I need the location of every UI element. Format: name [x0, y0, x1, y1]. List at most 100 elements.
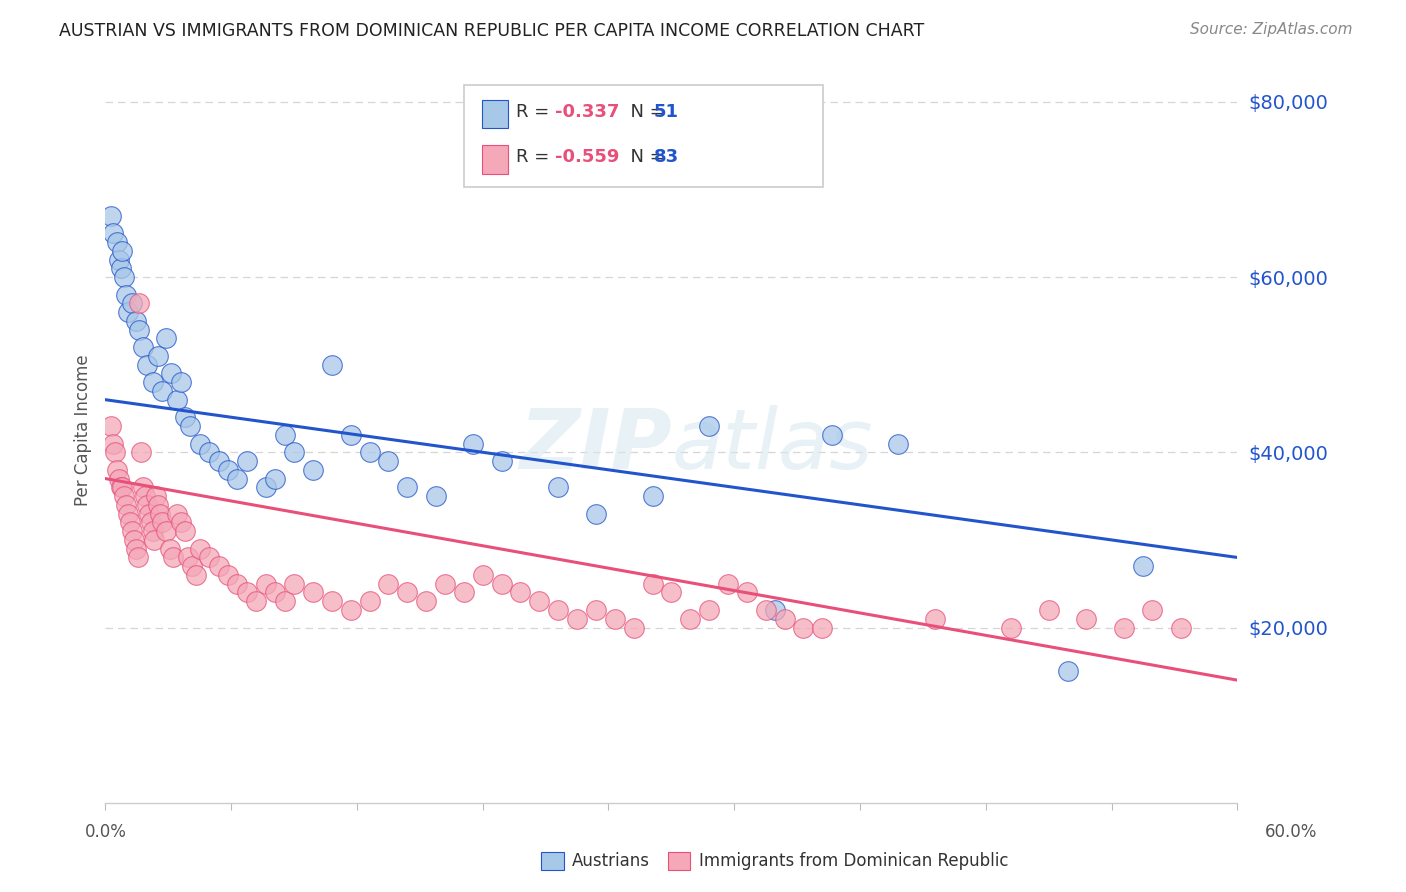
- Point: [697, 603, 720, 617]
- Point: [491, 576, 513, 591]
- Point: [110, 261, 132, 276]
- Point: [603, 612, 626, 626]
- Text: R =: R =: [516, 148, 555, 166]
- Text: N =: N =: [619, 148, 671, 166]
- Point: [105, 235, 128, 249]
- Point: [188, 541, 211, 556]
- Point: [117, 305, 139, 319]
- Point: [104, 445, 127, 459]
- Point: [127, 550, 149, 565]
- Point: [217, 463, 239, 477]
- Point: [124, 541, 146, 556]
- Point: [236, 454, 259, 468]
- Point: [396, 585, 419, 599]
- Point: [717, 576, 740, 591]
- Point: [321, 358, 343, 372]
- Text: -0.559: -0.559: [555, 148, 620, 166]
- Point: [100, 209, 122, 223]
- Point: [1076, 612, 1098, 626]
- Point: [160, 367, 183, 381]
- Point: [162, 550, 184, 565]
- Text: N =: N =: [619, 103, 671, 120]
- Point: [111, 480, 134, 494]
- Point: [226, 576, 249, 591]
- Point: [283, 576, 305, 591]
- Point: [264, 472, 287, 486]
- Point: [208, 454, 231, 468]
- Point: [100, 419, 122, 434]
- Point: [132, 340, 155, 354]
- Point: [101, 436, 124, 450]
- Point: [150, 516, 173, 530]
- Point: [1114, 621, 1136, 635]
- Point: [111, 244, 134, 258]
- Point: [1142, 603, 1164, 617]
- Point: [735, 585, 758, 599]
- Point: [177, 550, 200, 565]
- Point: [1038, 603, 1060, 617]
- Point: [547, 603, 569, 617]
- Y-axis label: Per Capita Income: Per Capita Income: [73, 355, 91, 506]
- Point: [155, 524, 177, 538]
- Point: [339, 603, 361, 617]
- Point: [139, 516, 162, 530]
- Point: [1170, 621, 1192, 635]
- Point: [121, 524, 143, 538]
- Point: [254, 576, 277, 591]
- Point: [179, 419, 201, 434]
- Point: [679, 612, 702, 626]
- Point: [159, 541, 181, 556]
- Point: [792, 621, 814, 635]
- Point: [821, 427, 844, 442]
- Text: 0.0%: 0.0%: [84, 822, 127, 840]
- Point: [149, 507, 172, 521]
- Text: 83: 83: [654, 148, 679, 166]
- Text: R =: R =: [516, 103, 555, 120]
- Point: [273, 427, 295, 442]
- Point: [924, 612, 946, 626]
- Point: [181, 559, 204, 574]
- Text: -0.337: -0.337: [555, 103, 620, 120]
- Text: Source: ZipAtlas.com: Source: ZipAtlas.com: [1189, 22, 1353, 37]
- Point: [107, 472, 129, 486]
- Point: [117, 507, 139, 521]
- Point: [188, 436, 211, 450]
- Point: [226, 472, 249, 486]
- Point: [115, 287, 138, 301]
- Point: [623, 621, 645, 635]
- Point: [359, 594, 381, 608]
- Text: 51: 51: [654, 103, 679, 120]
- Point: [773, 612, 796, 626]
- Point: [122, 533, 145, 547]
- Point: [148, 349, 170, 363]
- Point: [254, 480, 277, 494]
- Point: [425, 489, 447, 503]
- Point: [585, 507, 607, 521]
- Point: [148, 498, 170, 512]
- Point: [136, 498, 159, 512]
- Point: [155, 331, 177, 345]
- Point: [132, 480, 155, 494]
- Point: [170, 375, 193, 389]
- Point: [471, 568, 494, 582]
- Point: [198, 445, 221, 459]
- Point: [509, 585, 531, 599]
- Point: [396, 480, 419, 494]
- Point: [105, 463, 128, 477]
- Text: 60.0%: 60.0%: [1264, 822, 1317, 840]
- Point: [377, 454, 399, 468]
- Point: [339, 427, 361, 442]
- Point: [585, 603, 607, 617]
- Point: [377, 576, 399, 591]
- Point: [453, 585, 475, 599]
- Point: [491, 454, 513, 468]
- Point: [129, 445, 152, 459]
- Point: [112, 270, 135, 285]
- Point: [143, 533, 166, 547]
- Point: [198, 550, 221, 565]
- Point: [565, 612, 588, 626]
- Point: [359, 445, 381, 459]
- Point: [697, 419, 720, 434]
- Point: [136, 358, 159, 372]
- Point: [184, 568, 207, 582]
